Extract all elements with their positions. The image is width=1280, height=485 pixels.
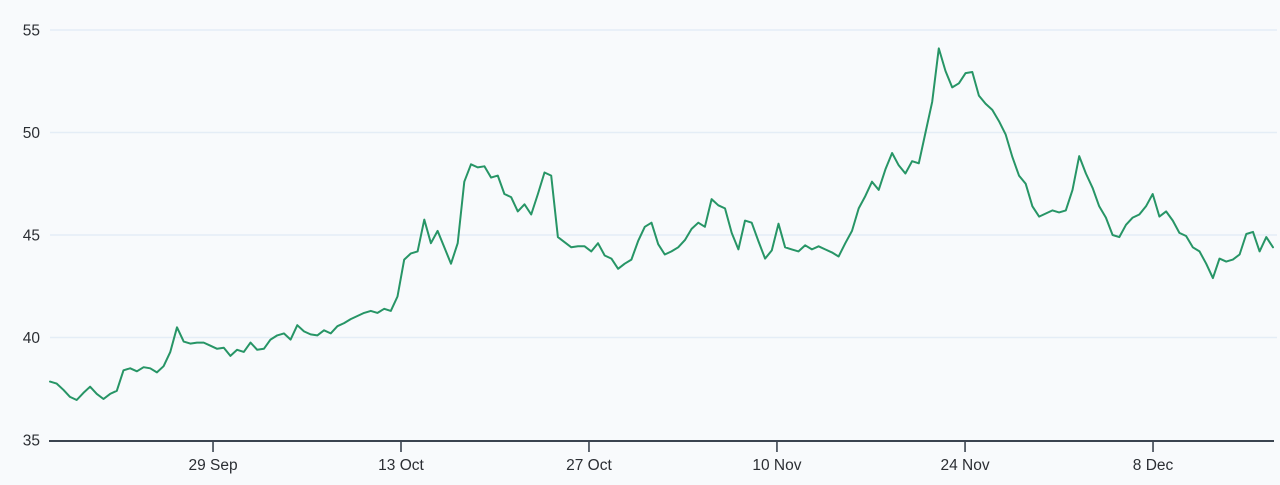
x-tick-label-0: 29 Sep [188,457,237,474]
y-tick-label-45: 45 [23,228,40,245]
x-tick-label-3: 10 Nov [752,457,801,474]
x-tick-label-5: 8 Dec [1133,457,1174,474]
x-tick-label-4: 24 Nov [940,457,989,474]
y-tick-label-40: 40 [23,330,41,347]
series-line-value [49,47,1274,401]
x-tick-label-1: 13 Oct [378,457,424,474]
y-tick-label-35: 35 [23,433,40,450]
y-tick-label-50: 50 [23,125,41,142]
x-tick-label-2: 27 Oct [566,457,612,474]
y-tick-label-55: 55 [23,23,40,40]
